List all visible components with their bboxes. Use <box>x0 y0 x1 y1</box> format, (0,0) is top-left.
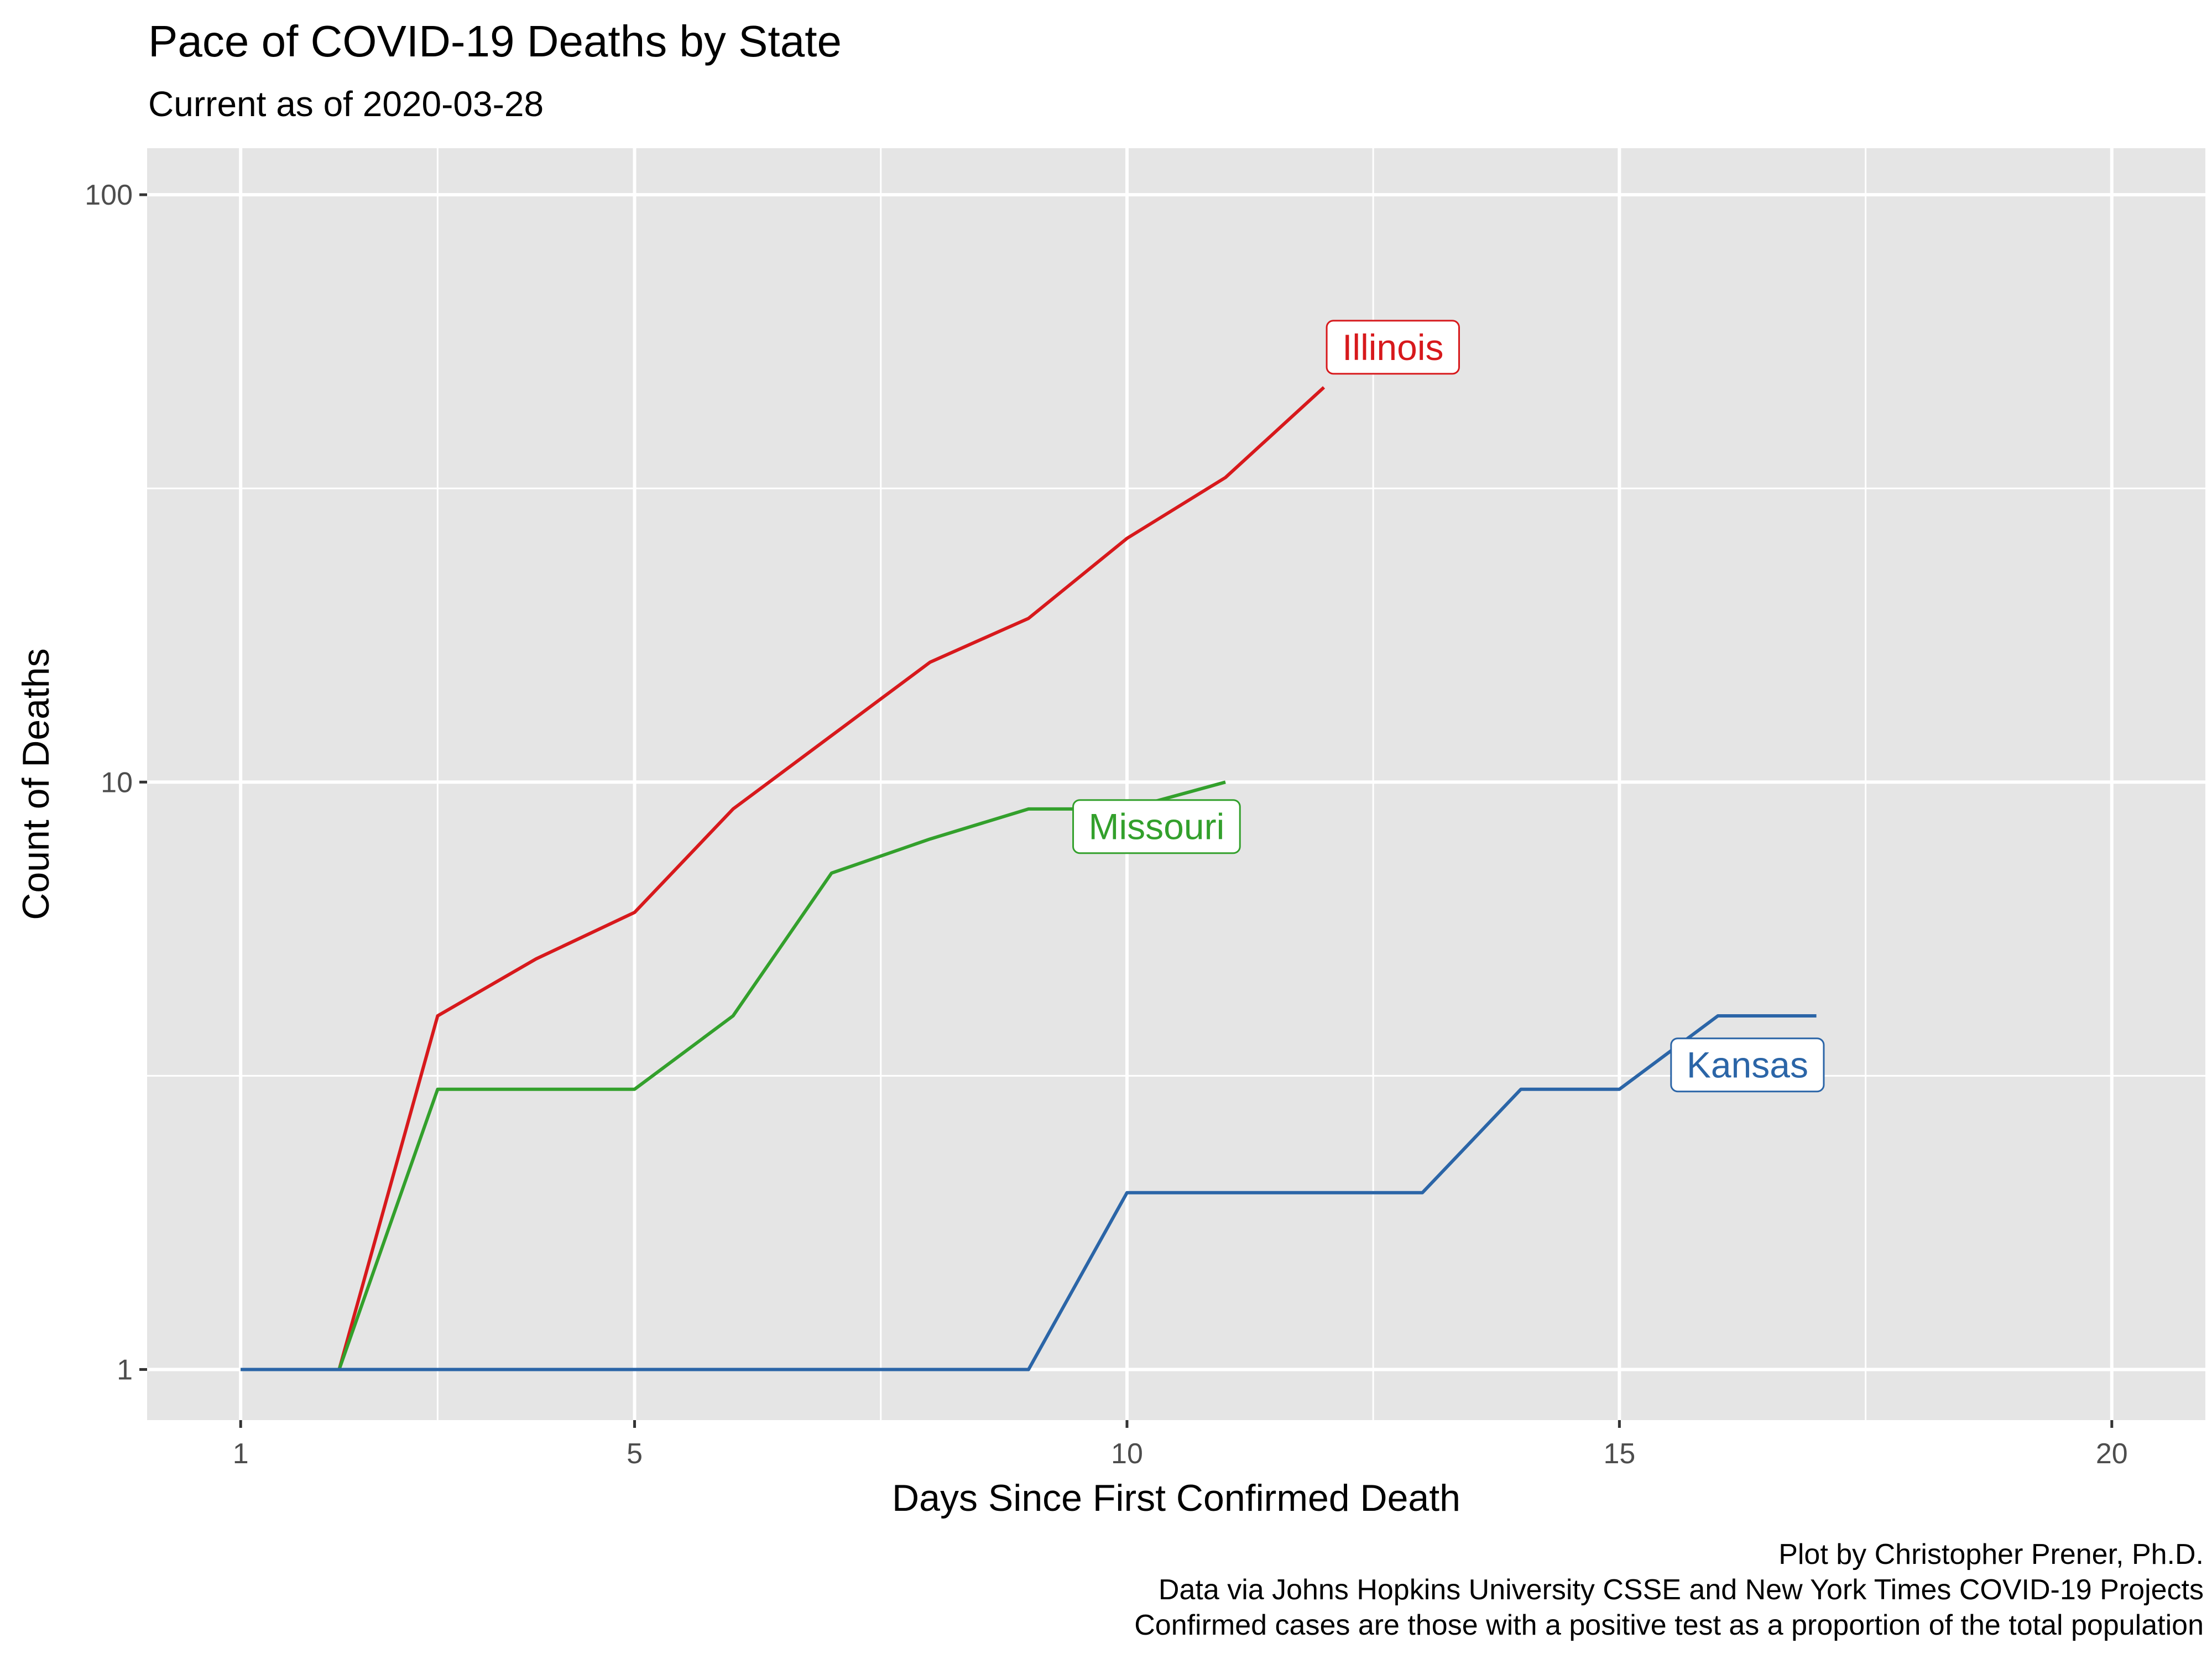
series-label-box <box>1326 320 1460 375</box>
y-axis: 1 10 100 <box>85 179 147 1386</box>
series-label-box <box>1072 799 1241 854</box>
chart-subtitle: Current as of 2020-03-28 <box>148 84 544 124</box>
x-axis: 1 5 10 15 20 <box>233 1420 2128 1470</box>
y-axis-title: Count of Deaths <box>15 648 57 920</box>
series-label-kansas: Kansas <box>1670 1037 1825 1093</box>
caption-line-1: Plot by Christopher Prener, Ph.D. <box>1778 1538 2204 1571</box>
series-label-box <box>1670 1037 1825 1093</box>
chart-title: Pace of COVID-19 Deaths by State <box>148 17 842 66</box>
caption-line-3: Confirmed cases are those with a positiv… <box>1134 1609 2204 1641</box>
series-labels: Illinois Missouri Kansas <box>1072 320 1825 1093</box>
series-lines <box>241 386 1817 1371</box>
x-axis-title: Days Since First Confirmed Death <box>892 1477 1460 1519</box>
y-tick-label: 10 <box>101 766 133 799</box>
x-tick-label: 1 <box>233 1438 249 1470</box>
x-tick-label: 20 <box>2096 1438 2128 1470</box>
x-tick-label: 15 <box>1603 1438 1635 1470</box>
series-line-missouri <box>241 780 1226 1371</box>
y-tick-label: 1 <box>117 1354 133 1386</box>
x-tick-label: 10 <box>1111 1438 1143 1470</box>
series-label-missouri: Missouri <box>1072 799 1241 854</box>
series-label-text: Illinois <box>1342 327 1443 368</box>
x-tick-label: 5 <box>627 1438 643 1470</box>
plot-panel <box>147 148 2205 1420</box>
series-line-kansas <box>241 1014 1817 1371</box>
caption-line-2: Data via Johns Hopkins University CSSE a… <box>1159 1574 2204 1606</box>
series-label-text: Missouri <box>1089 806 1225 847</box>
series-label-illinois: Illinois <box>1326 320 1460 375</box>
series-label-text: Kansas <box>1687 1045 1808 1086</box>
y-tick-label: 100 <box>85 179 133 211</box>
series-line-illinois <box>241 386 1326 1371</box>
